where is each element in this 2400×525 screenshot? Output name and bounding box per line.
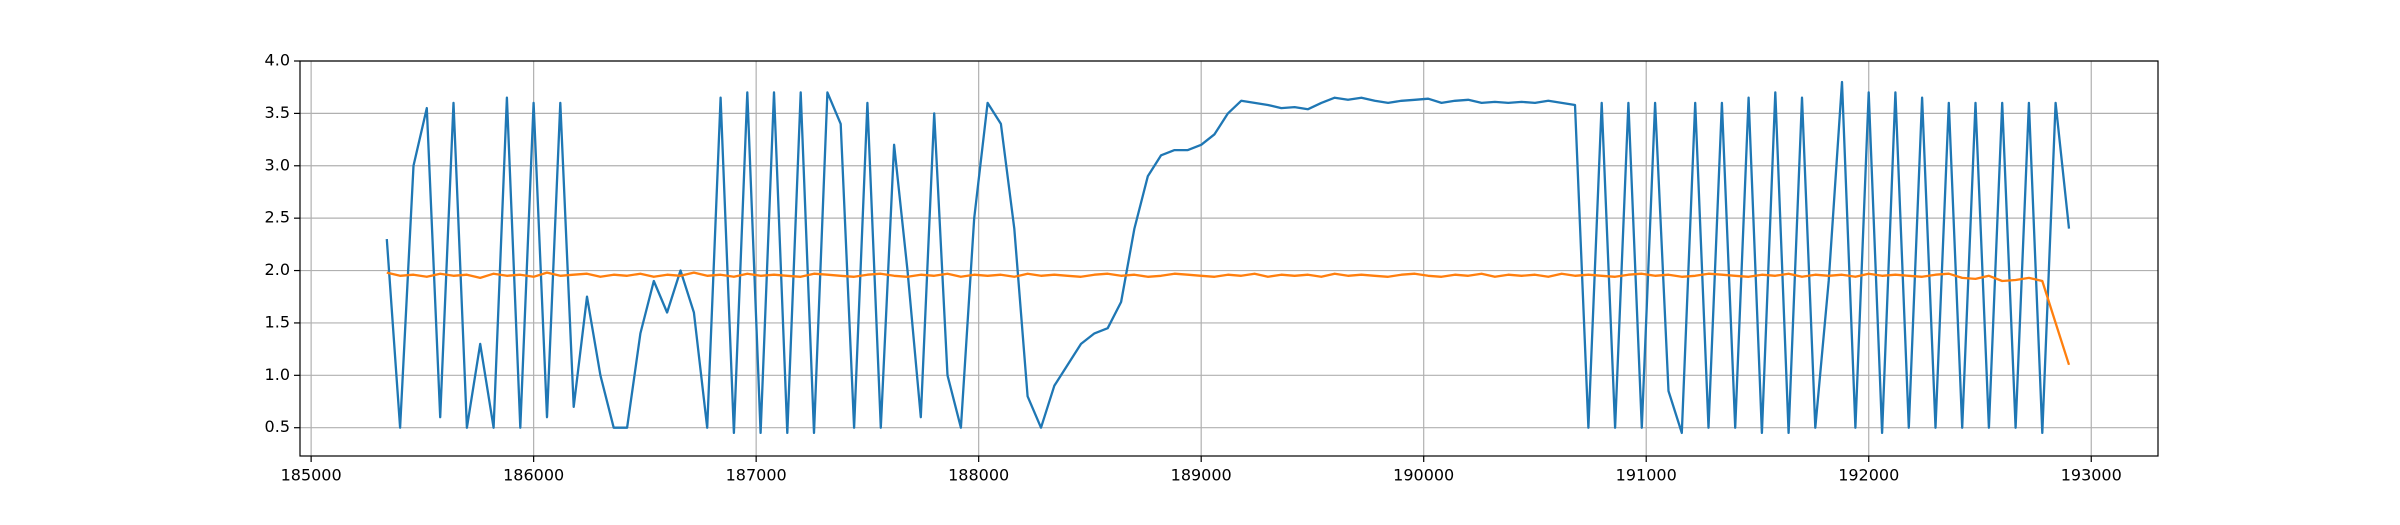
- x-tick-label: 193000: [2061, 466, 2122, 485]
- data-line: [385, 80, 2071, 435]
- y-tick-label: 2.0: [265, 260, 290, 279]
- x-tick-label: 191000: [1616, 466, 1677, 485]
- y-tick-label: 2.5: [265, 208, 290, 227]
- y-tick-label: 3.0: [265, 155, 290, 174]
- y-tick-label: 4.0: [265, 51, 290, 70]
- x-tick-label: 189000: [1171, 466, 1232, 485]
- x-tick-label: 190000: [1393, 466, 1454, 485]
- plot-frame: [299, 60, 2159, 457]
- y-tick-label: 1.5: [265, 312, 290, 331]
- y-tick-label: 3.5: [265, 103, 290, 122]
- x-tick-label: 187000: [726, 466, 787, 485]
- x-tick-label: 185000: [281, 466, 342, 485]
- x-tick-label: 192000: [1838, 466, 1899, 485]
- data-line: [386, 271, 2071, 366]
- y-tick-label: 1.0: [265, 365, 290, 384]
- x-tick-label: 186000: [503, 466, 564, 485]
- y-tick-label: 0.5: [265, 417, 290, 436]
- x-tick-label: 188000: [948, 466, 1009, 485]
